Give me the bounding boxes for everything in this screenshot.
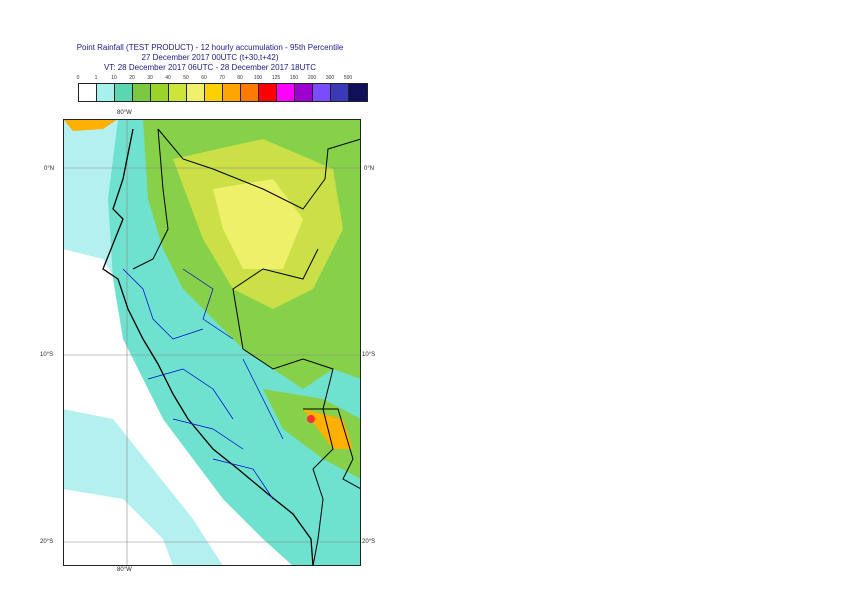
colorbar-swatch: [331, 84, 349, 101]
north-rain-strip: [63, 119, 118, 131]
colorbar-threshold-label: 50: [183, 75, 189, 81]
peak-rain-spot: [307, 415, 315, 423]
rainfall-map: [63, 119, 361, 566]
colorbar-swatch: [295, 84, 313, 101]
colorbar-swatch: [151, 84, 169, 101]
colorbar-swatch: [205, 84, 223, 101]
colorbar-swatch: [169, 84, 187, 101]
colorbar-swatch: [115, 84, 133, 101]
colorbar-threshold-label: 80: [237, 75, 243, 81]
colorbar-swatch: [313, 84, 331, 101]
colorbar-swatch: [277, 84, 295, 101]
map-frame: [63, 119, 361, 566]
colorbar-threshold-label: 20: [129, 75, 135, 81]
lat-label-0-left: 0°N: [44, 166, 55, 172]
very-heavy-rain-area: [213, 179, 303, 269]
colorbar-threshold-label: 500: [343, 75, 353, 81]
colorbar-threshold-label: 60: [201, 75, 207, 81]
colorbar-threshold-label: 200: [307, 75, 317, 81]
colorbar-threshold-label: 40: [165, 75, 171, 81]
region-borders: [122, 268, 284, 500]
colorbar: [78, 83, 368, 102]
chart-title-line3: VT: 28 December 2017 06UTC - 28 December…: [103, 63, 317, 72]
colorbar-swatch: [223, 84, 241, 101]
colorbar-threshold-label: 150: [289, 75, 299, 81]
south-rain-area: [263, 389, 361, 479]
lat-label-10-right: 10°S: [362, 352, 376, 358]
lon-label-bottom: 80°W: [117, 567, 132, 573]
colorbar-swatch: [187, 84, 205, 101]
colorbar-swatch: [79, 84, 97, 101]
lat-label-20-left: 20°S: [40, 539, 54, 545]
colorbar-swatch: [241, 84, 259, 101]
colorbar-threshold-label: 30: [147, 75, 153, 81]
border-ecuador-peru: [132, 128, 169, 270]
lat-label-10-left: 10°S: [40, 352, 54, 358]
colorbar-threshold-label: 70: [219, 75, 225, 81]
border-peru-brazil-bolivia: [232, 248, 334, 566]
colorbar-threshold-label: 125: [271, 75, 281, 81]
colorbar-threshold-label: 300: [325, 75, 335, 81]
lat-label-0-right: 0°N: [364, 166, 375, 172]
colorbar-swatch: [133, 84, 151, 101]
colorbar-swatch: [349, 84, 367, 101]
border-colombia-peru: [157, 128, 361, 210]
colorbar-threshold-label: 10: [111, 75, 117, 81]
offshore-dry-south: [63, 489, 173, 566]
chart-title-line1: Point Rainfall (TEST PRODUCT) - 12 hourl…: [76, 43, 344, 52]
lon-label-top: 80°W: [117, 110, 132, 116]
colorbar-threshold-label: 0: [76, 75, 80, 81]
border-bolivia: [303, 408, 361, 490]
chart-title-line2: 27 December 2017 00UTC (t+30,t+42): [141, 53, 279, 62]
colorbar-labels: 0 1 10 20 30 40 50 60 70 80 100 125 150 200 300 500: [76, 75, 353, 83]
colorbar-swatch: [97, 84, 115, 101]
lat-label-20-right: 20°S: [362, 539, 376, 545]
colorbar-threshold-label: 1: [94, 75, 98, 81]
colorbar-threshold-label: 100: [253, 75, 263, 81]
colorbar-swatch: [259, 84, 277, 101]
